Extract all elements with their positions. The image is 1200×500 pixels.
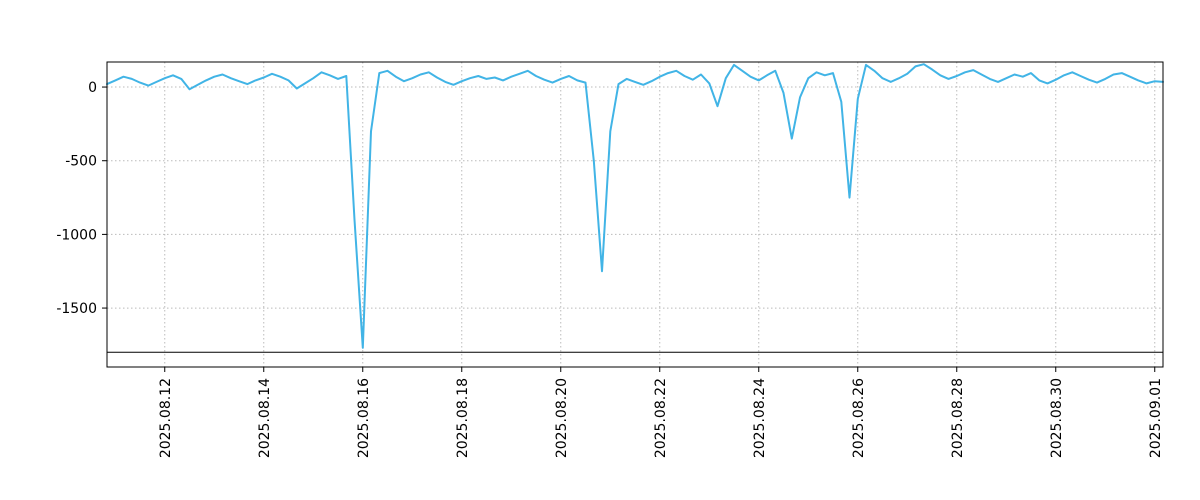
svg-text:2025.08.30: 2025.08.30 (1049, 378, 1065, 458)
svg-text:-1000: -1000 (56, 227, 97, 243)
svg-text:2025.08.28: 2025.08.28 (950, 378, 966, 458)
svg-text:2025.08.20: 2025.08.20 (554, 378, 570, 458)
svg-text:2025.08.14: 2025.08.14 (257, 378, 273, 458)
svg-text:2025.08.18: 2025.08.18 (455, 378, 471, 458)
svg-text:2025.09.01: 2025.09.01 (1148, 378, 1164, 458)
svg-text:2025.08.12: 2025.08.12 (158, 378, 174, 458)
svg-text:-1500: -1500 (56, 301, 97, 317)
svg-text:2025.08.22: 2025.08.22 (653, 378, 669, 458)
svg-text:2025.08.24: 2025.08.24 (752, 378, 768, 458)
svg-text:-500: -500 (65, 154, 97, 170)
svg-text:2025.08.16: 2025.08.16 (356, 378, 372, 458)
svg-text:2025.08.26: 2025.08.26 (851, 378, 867, 458)
svg-text:0: 0 (88, 80, 97, 96)
